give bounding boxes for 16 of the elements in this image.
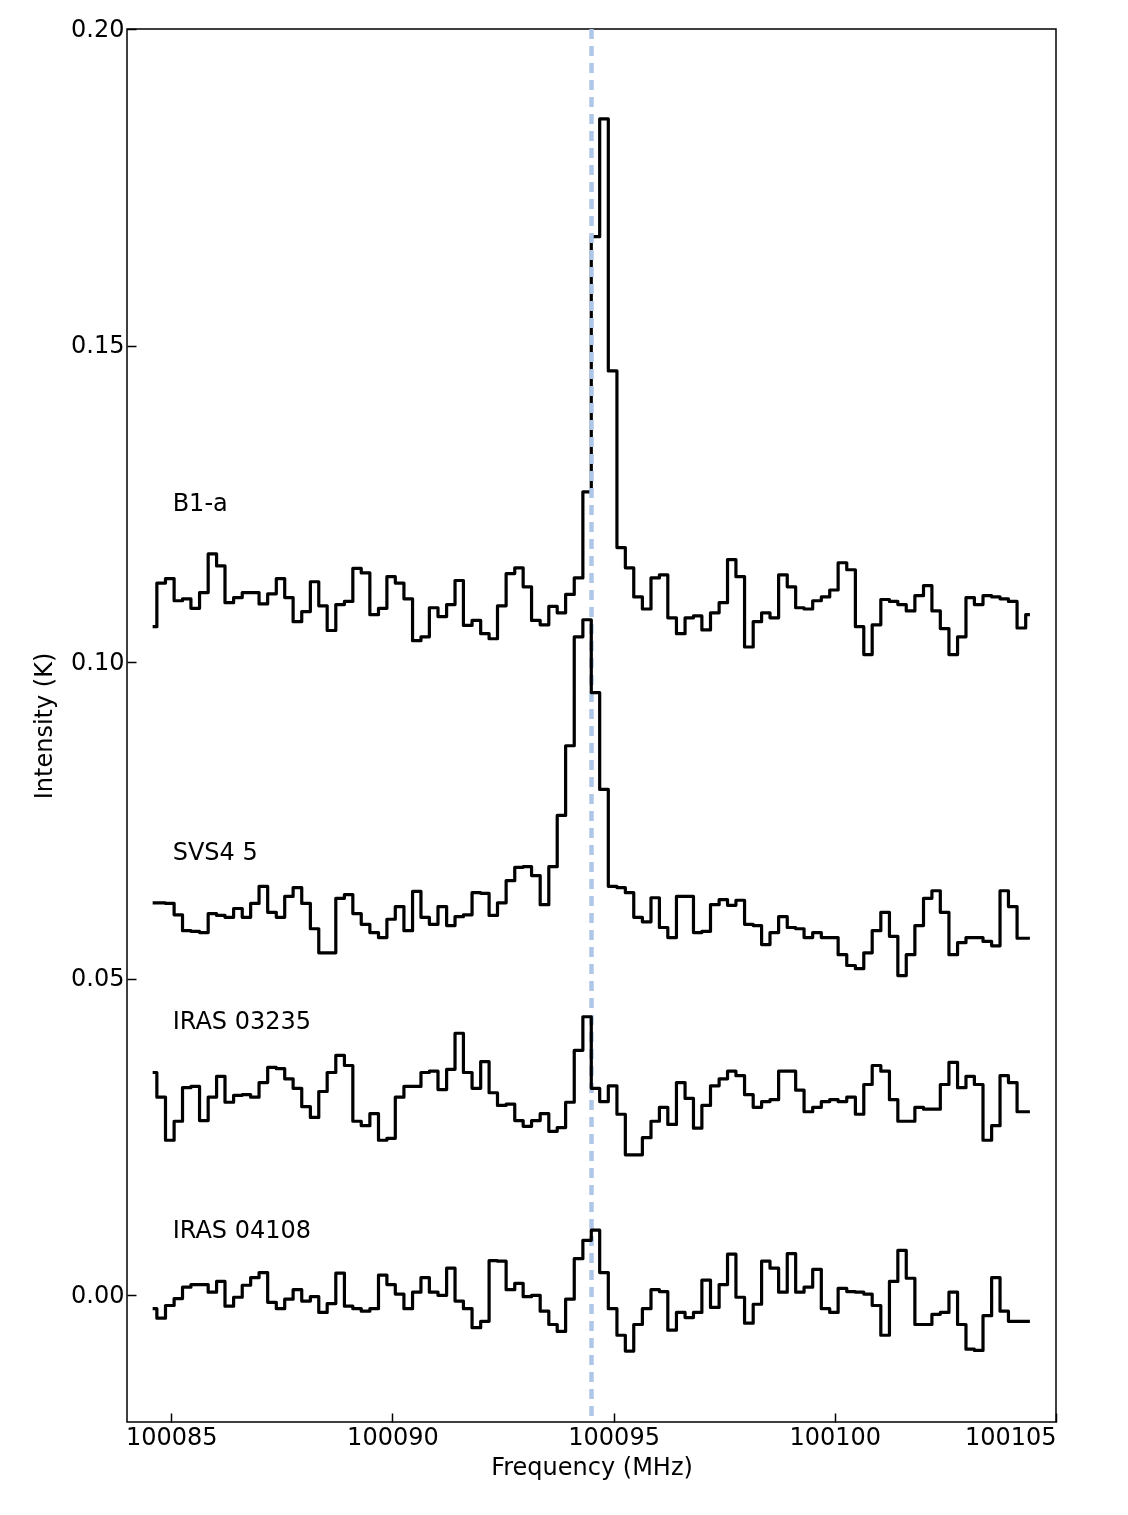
x-tick-label: 100095	[568, 1422, 660, 1451]
y-tick-label: 0.15	[71, 331, 125, 360]
series-label: IRAS 03235	[172, 1007, 312, 1036]
y-tick-label: 0.20	[71, 14, 125, 43]
y-tick-label: 0.10	[71, 647, 125, 676]
series-label: IRAS 04108	[172, 1216, 312, 1245]
y-axis-title: Intensity (K)	[30, 652, 59, 800]
x-tick-label: 100085	[125, 1422, 218, 1451]
x-axis-title: Frequency (MHz)	[491, 1452, 693, 1481]
series-label: B1-a	[172, 488, 228, 517]
x-tick-label: 100100	[789, 1422, 882, 1451]
x-tick-label: 100105	[964, 1422, 1057, 1451]
series-label: SVS4 5	[172, 837, 258, 866]
x-tick-label: 100090	[347, 1422, 439, 1451]
y-tick-label: 0.05	[71, 964, 125, 993]
y-tick-label: 0.00	[71, 1280, 125, 1309]
